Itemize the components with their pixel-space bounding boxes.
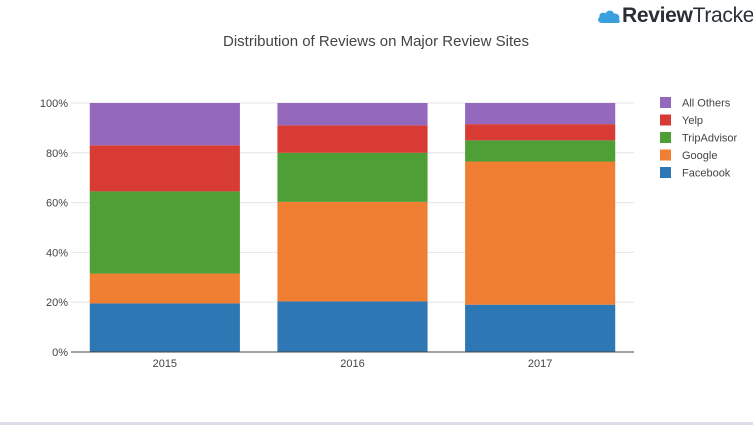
bar-tripadvisor-2017 bbox=[465, 140, 616, 162]
cloud-logo-icon bbox=[598, 10, 620, 24]
brand-name-part2: Trackers bbox=[692, 4, 753, 27]
bar-all-others-2016 bbox=[277, 103, 428, 126]
legend-label-yelp: Yelp bbox=[682, 115, 703, 127]
chart-title: Distribution of Reviews on Major Review … bbox=[223, 33, 529, 50]
y-tick-label: 60% bbox=[46, 198, 68, 210]
bar-facebook-2015 bbox=[89, 303, 240, 352]
legend-label-google: Google bbox=[682, 150, 717, 162]
legend-label-tripadvisor: TripAdvisor bbox=[682, 133, 738, 145]
y-tick-label: 20% bbox=[46, 297, 68, 309]
legend-label-all-others: All Others bbox=[682, 98, 731, 110]
bottom-divider bbox=[0, 422, 753, 425]
x-tick-label: 2015 bbox=[153, 358, 177, 370]
brand-name-part1: Review bbox=[622, 4, 693, 27]
bar-google-2016 bbox=[277, 201, 428, 302]
x-tick-label: 2016 bbox=[340, 358, 364, 370]
bar-google-2015 bbox=[89, 273, 240, 304]
bar-yelp-2015 bbox=[89, 145, 240, 192]
legend-swatch-facebook bbox=[660, 167, 671, 178]
bar-facebook-2017 bbox=[465, 304, 616, 352]
brand-logo: ReviewTrackers bbox=[596, 4, 753, 28]
y-tick-label: 0% bbox=[52, 347, 68, 359]
legend-swatch-all-others bbox=[660, 97, 671, 108]
bar-facebook-2016 bbox=[277, 301, 428, 352]
y-tick-label: 100% bbox=[40, 98, 68, 110]
legend-swatch-yelp bbox=[660, 114, 671, 126]
bar-yelp-2016 bbox=[277, 125, 428, 153]
bar-google-2017 bbox=[465, 161, 616, 305]
bar-tripadvisor-2016 bbox=[277, 152, 428, 202]
x-tick-label: 2017 bbox=[528, 358, 552, 370]
bar-yelp-2017 bbox=[465, 124, 616, 141]
legend-swatch-tripadvisor bbox=[660, 132, 671, 143]
brand-name: ReviewTrackers bbox=[622, 4, 753, 28]
bar-all-others-2017 bbox=[465, 103, 616, 125]
legend-swatch-google bbox=[660, 149, 671, 161]
bar-all-others-2015 bbox=[89, 103, 240, 146]
y-tick-label: 80% bbox=[46, 148, 68, 160]
y-tick-label: 40% bbox=[46, 247, 68, 259]
bar-tripadvisor-2015 bbox=[89, 191, 240, 274]
legend-label-facebook: Facebook bbox=[682, 168, 731, 180]
